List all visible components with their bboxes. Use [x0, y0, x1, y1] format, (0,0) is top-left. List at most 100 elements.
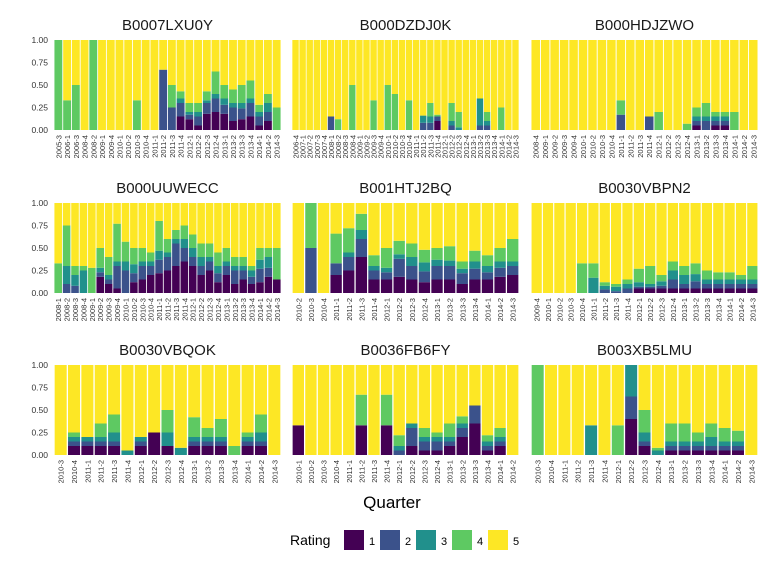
x-tick-label: 2011-1: [617, 135, 626, 158]
bar-segment-rating-4: [63, 100, 72, 130]
bar-segment-rating-3: [146, 261, 155, 266]
bar-segment-rating-5: [130, 203, 138, 248]
y-tick-label: 0.25: [31, 266, 48, 276]
bar-segment-rating-2: [355, 239, 368, 257]
bar-segment-rating-5: [134, 365, 147, 437]
bar-segment-rating-2: [327, 116, 335, 130]
bar-segment-rating-3: [368, 266, 380, 271]
bar-segment-rating-5: [368, 203, 380, 256]
bar-segment-rating-1: [254, 446, 267, 455]
bar-segment-rating-2: [456, 273, 468, 284]
bar-segment-rating-2: [616, 114, 626, 130]
bar-segment-rating-3: [222, 261, 231, 266]
x-tick-label: 2012-4: [462, 135, 471, 158]
bar-segment-rating-5: [343, 203, 355, 229]
bar-segment-rating-5: [545, 365, 558, 455]
bar-segment-rating-4: [679, 266, 690, 275]
x-tick-label: 2011-3: [636, 135, 645, 158]
bar-segment-rating-5: [455, 40, 462, 112]
bar-segment-rating-4: [380, 248, 393, 268]
bar-segment-rating-3: [711, 116, 720, 121]
bar-segment-rating-2: [494, 441, 506, 446]
bar-segment-rating-2: [418, 441, 431, 451]
x-tick-label: 2010-4: [70, 460, 79, 483]
bar-segment-rating-3: [701, 116, 711, 121]
y-tick-label: 0.75: [31, 221, 48, 231]
bar-segment-rating-5: [79, 203, 88, 266]
bar-segment-rating-2: [691, 446, 704, 451]
bar-segment-rating-1: [494, 276, 506, 293]
bar-segment-rating-3: [130, 264, 138, 274]
bar-segment-rating-5: [607, 40, 616, 130]
x-tick-label: 2010-4: [578, 298, 587, 321]
bar-segment-rating-1: [494, 446, 506, 455]
bar-segment-rating-3: [456, 268, 468, 274]
bar-segment-rating-1: [690, 288, 701, 293]
bar-segment-rating-5: [330, 203, 342, 234]
bar-segment-rating-5: [299, 40, 306, 130]
bar-segment-rating-3: [393, 446, 405, 451]
bar-segment-rating-5: [597, 40, 607, 130]
bar-segment-rating-5: [180, 203, 189, 226]
bar-segment-rating-4: [611, 284, 622, 287]
bar-segment-rating-2: [645, 286, 656, 289]
bar-segment-rating-1: [188, 266, 197, 293]
bar-segment-rating-1: [735, 288, 747, 293]
bar-segment-rating-5: [96, 203, 105, 248]
bar-segment-rating-5: [188, 203, 197, 235]
x-tick-label: 2013-2: [204, 460, 213, 483]
bar-segment-rating-4: [247, 266, 256, 271]
bar-segment-rating-3: [194, 112, 202, 117]
x-tick-label: 2013-4: [248, 298, 257, 321]
bar-segment-rating-4: [220, 85, 229, 99]
bar-segment-rating-1: [665, 450, 678, 455]
bar-segment-rating-4: [691, 432, 704, 442]
bar-segment-rating-3: [494, 261, 506, 268]
bar-segment-rating-4: [481, 255, 494, 266]
bar-segment-rating-2: [241, 441, 254, 446]
bar-segment-rating-1: [481, 450, 494, 455]
x-tick-label: 2011-3: [426, 135, 435, 158]
bar-segment-rating-4: [163, 239, 172, 253]
bar-segment-rating-4: [701, 103, 711, 117]
x-tick-label: 2013-1: [693, 135, 702, 158]
bar-segment-rating-5: [476, 40, 484, 99]
x-tick-label: 2013-3: [483, 135, 492, 158]
legend-swatch: [452, 530, 472, 550]
x-tick-label: 2010-3: [307, 298, 316, 321]
bar-segment-rating-5: [63, 40, 72, 101]
bar-segment-rating-3: [418, 262, 431, 272]
bar-segment-rating-2: [406, 428, 418, 446]
x-tick-label: 2012-2: [150, 460, 159, 483]
bar-segment-rating-5: [194, 40, 202, 103]
x-tick-label: 2013-1: [469, 135, 478, 158]
y-tick-label: 0.50: [31, 80, 48, 90]
x-tick-label: 2012-4: [433, 460, 442, 483]
bar-segment-rating-2: [747, 284, 758, 289]
x-tick-label: 2011-1: [83, 460, 92, 483]
bar-segment-rating-1: [678, 450, 691, 455]
bar-segment-rating-3: [180, 239, 189, 248]
bar-segment-rating-5: [441, 40, 448, 130]
bar-segment-rating-3: [494, 437, 506, 442]
x-tick-label: 2008-2: [334, 135, 343, 158]
bar-segment-rating-1: [255, 125, 264, 130]
bar-segment-rating-1: [418, 450, 431, 455]
x-tick-label: 2011-1: [589, 298, 598, 321]
x-tick-label: 2011-4: [123, 460, 132, 483]
bar-segment-rating-1: [94, 446, 107, 455]
bar-segment-rating-2: [724, 284, 735, 289]
bar-segment-rating-3: [241, 437, 254, 442]
facet-title: B000UUWECC: [116, 180, 219, 197]
x-tick-label: 2011-4: [623, 298, 632, 321]
x-tick-label: 2012-1: [383, 298, 392, 321]
x-tick-label: 2010-2: [588, 135, 597, 158]
bar-segment-rating-5: [330, 365, 342, 455]
bar-segment-rating-5: [273, 203, 281, 248]
x-tick-label: 2011-2: [419, 135, 428, 158]
bar-segment-rating-5: [427, 40, 434, 103]
bar-segment-rating-4: [456, 416, 468, 424]
bar-segment-rating-5: [611, 365, 624, 426]
x-tick-label: 2010-1: [115, 135, 124, 158]
bar-segment-rating-4: [384, 85, 391, 130]
